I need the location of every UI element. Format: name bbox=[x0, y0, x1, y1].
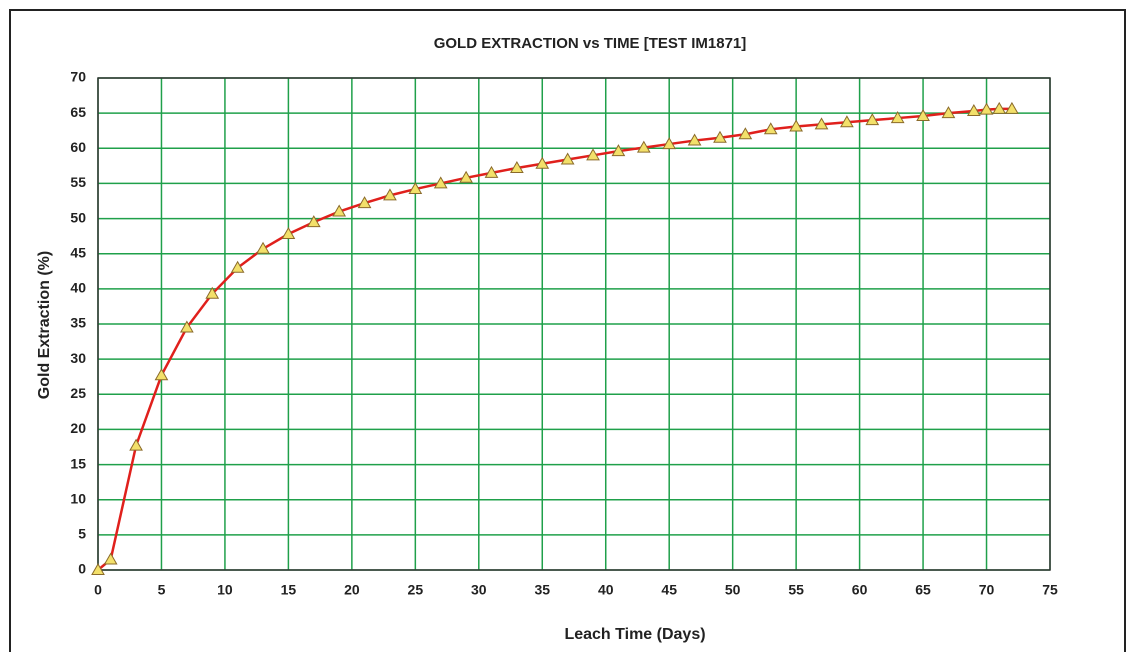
data-point bbox=[1005, 101, 1019, 114]
data-point bbox=[332, 204, 347, 217]
data-point bbox=[154, 368, 169, 381]
data-point bbox=[662, 137, 677, 150]
data-point bbox=[205, 286, 220, 299]
data-point bbox=[992, 101, 1007, 114]
x-tick-label: 65 bbox=[915, 582, 931, 598]
x-tick-label: 20 bbox=[344, 582, 360, 598]
data-point bbox=[459, 170, 473, 183]
data-point bbox=[383, 188, 397, 201]
x-tick-label: 70 bbox=[979, 582, 995, 598]
data-point bbox=[840, 115, 854, 128]
data-point bbox=[129, 438, 143, 451]
x-tick-label: 40 bbox=[598, 582, 614, 598]
data-point bbox=[484, 165, 499, 178]
x-tick-label: 45 bbox=[661, 582, 677, 598]
y-tick-label: 5 bbox=[78, 526, 86, 542]
data-point bbox=[979, 102, 994, 115]
x-tick-label: 60 bbox=[852, 582, 868, 598]
frame bbox=[9, 9, 1126, 652]
data-point bbox=[611, 144, 626, 157]
data-point bbox=[966, 104, 981, 117]
data-point bbox=[510, 160, 524, 173]
y-tick-label: 25 bbox=[70, 385, 86, 401]
data-point bbox=[586, 148, 600, 161]
data-point bbox=[916, 108, 930, 121]
y-tick-label: 15 bbox=[70, 455, 86, 471]
x-tick-label: 0 bbox=[94, 582, 102, 598]
data-point bbox=[814, 117, 829, 130]
data-point bbox=[179, 320, 194, 333]
y-tick-label: 30 bbox=[70, 350, 86, 366]
y-axis-label: Gold Extraction (%) bbox=[36, 251, 53, 399]
x-tick-label: 15 bbox=[281, 582, 297, 598]
data-point bbox=[256, 241, 270, 254]
y-tick-label: 20 bbox=[70, 420, 86, 436]
data-point bbox=[408, 182, 423, 195]
data-line bbox=[97, 107, 1012, 571]
x-tick-label: 5 bbox=[158, 582, 166, 598]
data-point bbox=[433, 176, 448, 189]
data-point bbox=[738, 127, 753, 140]
y-tick-label: 0 bbox=[78, 561, 86, 577]
x-axis-label: Leach Time (Days) bbox=[564, 626, 705, 643]
data-point bbox=[281, 227, 296, 240]
y-tick-label: 60 bbox=[70, 139, 86, 155]
data-point bbox=[103, 552, 118, 565]
y-tick-label: 40 bbox=[70, 280, 86, 296]
data-point bbox=[865, 113, 880, 126]
data-point bbox=[357, 196, 372, 209]
data-point bbox=[890, 111, 905, 124]
y-tick-label: 10 bbox=[70, 490, 86, 506]
y-tick-label: 35 bbox=[70, 315, 86, 331]
y-tick-label: 55 bbox=[70, 174, 86, 190]
y-tick-label: 65 bbox=[70, 104, 86, 120]
plot-border bbox=[97, 77, 1051, 571]
x-tick-label: 50 bbox=[725, 582, 741, 598]
data-point bbox=[941, 106, 956, 119]
y-tick-label: 70 bbox=[70, 69, 86, 85]
data-point bbox=[687, 133, 702, 146]
y-tick-label: 50 bbox=[70, 209, 86, 225]
x-tick-label: 10 bbox=[217, 582, 233, 598]
x-tick-label: 25 bbox=[408, 582, 424, 598]
x-tick-label: 30 bbox=[471, 582, 487, 598]
data-point bbox=[636, 140, 651, 153]
data-point bbox=[763, 122, 778, 135]
chart-title: GOLD EXTRACTION vs TIME [TEST IM1871] bbox=[434, 35, 747, 52]
data-point bbox=[789, 119, 803, 132]
x-tick-label: 75 bbox=[1042, 582, 1058, 598]
data-point bbox=[560, 152, 575, 165]
data-point bbox=[91, 562, 105, 575]
data-point bbox=[713, 130, 727, 143]
data-point bbox=[230, 260, 245, 273]
data-point bbox=[306, 215, 321, 228]
y-tick-label: 45 bbox=[70, 244, 86, 260]
x-tick-label: 55 bbox=[788, 582, 804, 598]
data-point bbox=[535, 156, 550, 169]
x-tick-label: 35 bbox=[534, 582, 550, 598]
